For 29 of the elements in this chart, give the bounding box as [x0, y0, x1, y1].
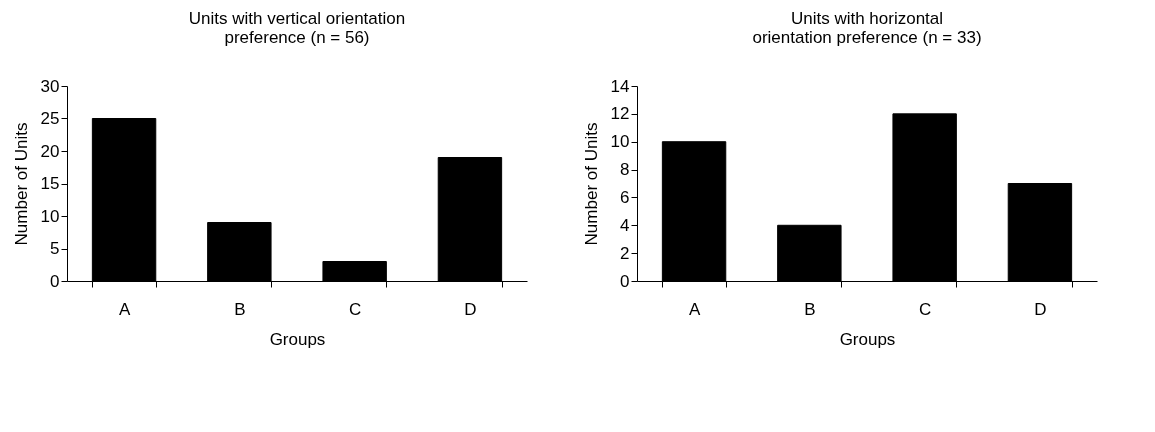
x-tick-label: B	[804, 299, 816, 319]
chart-title: Units with horizontal orientation preference (n = 33)	[752, 9, 982, 47]
y-tick-label: 10	[40, 206, 60, 226]
y-axis-title: Number of Units	[581, 122, 601, 246]
x-tick-label: B	[234, 299, 246, 319]
x-tick-label: A	[118, 299, 131, 319]
y-tick-label: 0	[620, 271, 630, 291]
y-tick-label: 14	[610, 76, 630, 96]
y-tick-label: 30	[40, 76, 60, 96]
x-axis-title: Groups	[839, 329, 896, 349]
y-tick-label: 6	[620, 187, 630, 207]
y-axis-title: Number of Units	[11, 122, 31, 246]
y-tick-label: 15	[40, 174, 60, 193]
chart-title: Units with vertical orientation preference (n = 56)	[188, 9, 406, 47]
y-tick-label: 10	[610, 132, 630, 152]
x-tick-label: A	[688, 299, 701, 319]
x-tick-label: C	[919, 299, 932, 319]
y-tick-label: 5	[50, 239, 60, 258]
x-tick-label: C	[349, 299, 362, 319]
y-tick-label: 8	[620, 160, 630, 180]
y-tick-label: 0	[50, 271, 60, 291]
x-axis-title: Groups	[269, 329, 326, 349]
y-tick-label: 12	[610, 104, 630, 124]
y-tick-label: 4	[620, 215, 630, 235]
y-tick-label: 25	[40, 109, 60, 128]
x-tick-label: D	[464, 299, 477, 319]
y-tick-label: 2	[620, 243, 630, 263]
y-tick-label: 20	[40, 141, 60, 161]
x-tick-label: D	[1034, 299, 1047, 319]
